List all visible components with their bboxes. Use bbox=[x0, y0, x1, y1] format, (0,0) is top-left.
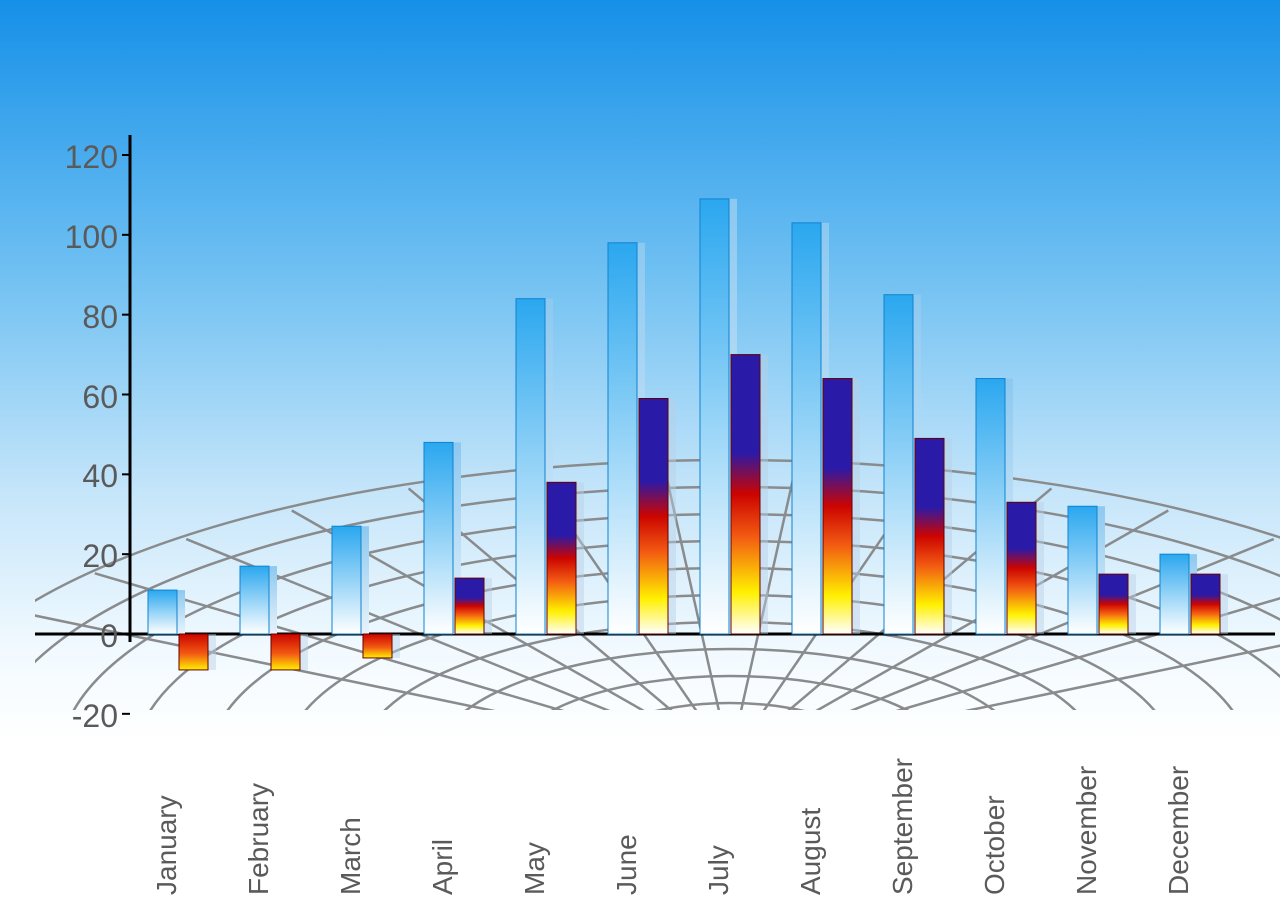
month-label: January bbox=[151, 795, 183, 895]
secondary-bar bbox=[547, 482, 576, 634]
secondary-bar bbox=[1007, 502, 1036, 634]
primary-bar bbox=[1068, 506, 1097, 634]
primary-bar bbox=[1160, 554, 1189, 634]
secondary-bar bbox=[1099, 574, 1128, 634]
y-tick-label: 40 bbox=[38, 458, 118, 495]
secondary-bar bbox=[179, 634, 208, 670]
month-label: May bbox=[519, 842, 551, 895]
secondary-bar bbox=[455, 578, 484, 634]
y-tick-label: 100 bbox=[38, 219, 118, 256]
y-tick-label: 20 bbox=[38, 538, 118, 575]
primary-bar bbox=[792, 223, 821, 634]
secondary-bar bbox=[915, 438, 944, 634]
primary-bar bbox=[424, 442, 453, 634]
y-tick-label: 60 bbox=[38, 379, 118, 416]
secondary-bar bbox=[823, 379, 852, 634]
month-label: November bbox=[1071, 766, 1103, 895]
primary-bar bbox=[516, 299, 545, 634]
primary-bar bbox=[700, 199, 729, 634]
secondary-bar bbox=[363, 634, 392, 658]
primary-bar bbox=[884, 295, 913, 634]
month-label: July bbox=[703, 845, 735, 895]
month-label: March bbox=[335, 817, 367, 895]
month-label: April bbox=[427, 839, 459, 895]
secondary-bar bbox=[1191, 574, 1220, 634]
primary-bar bbox=[148, 590, 177, 634]
bars-layer bbox=[148, 199, 1228, 670]
primary-bar bbox=[976, 379, 1005, 634]
secondary-bar bbox=[731, 355, 760, 634]
primary-bar bbox=[332, 526, 361, 634]
month-label: December bbox=[1163, 766, 1195, 895]
secondary-bar bbox=[271, 634, 300, 670]
monthly-bar-chart: -20 0 20 40 60 80 100 120 January February March Ap… bbox=[0, 0, 1280, 905]
month-label: February bbox=[243, 783, 275, 895]
y-tick-label: -20 bbox=[38, 698, 118, 735]
secondary-bar bbox=[639, 398, 668, 634]
y-tick-label: 80 bbox=[38, 299, 118, 336]
y-tick-label: 120 bbox=[38, 139, 118, 176]
month-label: September bbox=[887, 758, 919, 895]
primary-bar bbox=[240, 566, 269, 634]
month-label: June bbox=[611, 834, 643, 895]
month-label: August bbox=[795, 808, 827, 895]
y-tick-label: 0 bbox=[38, 618, 118, 655]
month-label: October bbox=[979, 795, 1011, 895]
primary-bar bbox=[608, 243, 637, 634]
